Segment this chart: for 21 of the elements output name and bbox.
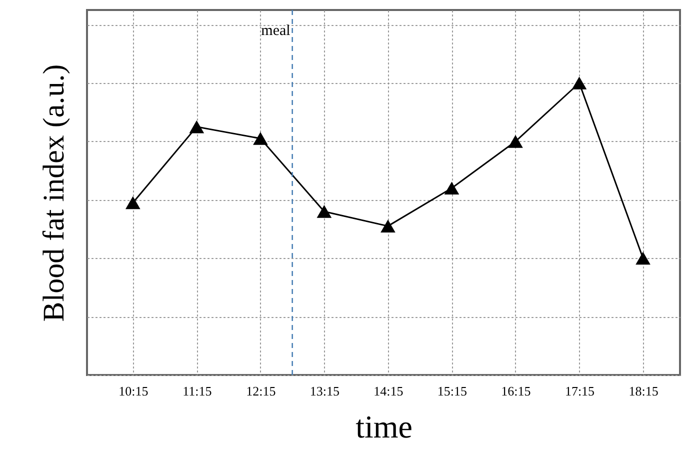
x-axis-title: time (356, 408, 412, 444)
x-tick-label: 11:15 (182, 384, 212, 398)
point (444, 182, 460, 195)
point (636, 252, 650, 265)
point (316, 205, 332, 218)
x-tick-label: 17:15 (564, 384, 595, 398)
y-axis-title: Blood fat index (a.u.) (38, 64, 70, 322)
point (253, 132, 268, 145)
x-tick-label: 14:15 (374, 384, 404, 398)
x-tick-label: 15:15 (437, 384, 468, 398)
point (508, 134, 523, 148)
ref-line-label: meal (261, 23, 290, 39)
x-tick-label: 16:15 (501, 384, 531, 398)
point (572, 76, 587, 90)
x-tick-label: 10:15 (118, 384, 148, 398)
x-tick-label: 18:15 (628, 384, 658, 398)
x-tick-label: 12:15 (246, 384, 276, 398)
point (125, 196, 140, 210)
x-tick-label: 13:15 (310, 384, 340, 398)
point (380, 220, 396, 233)
point (189, 120, 204, 134)
